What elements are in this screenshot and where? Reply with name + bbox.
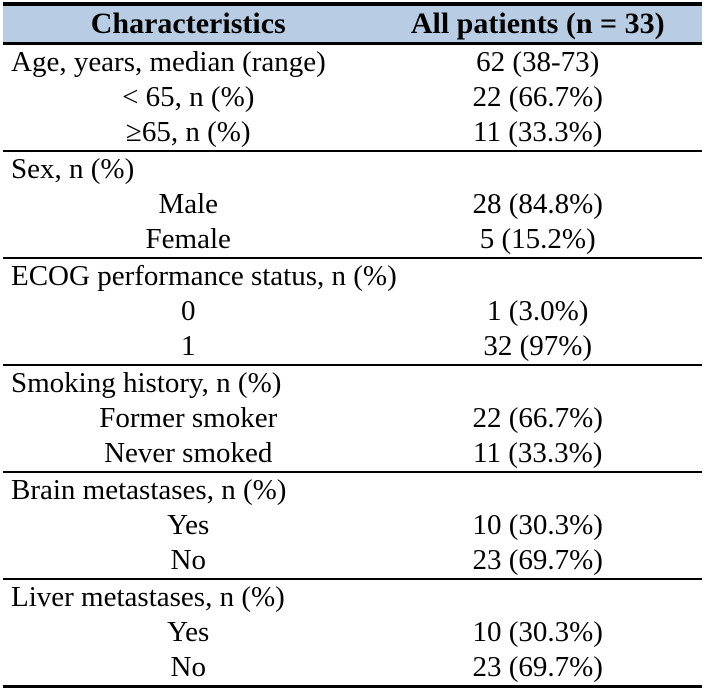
patient-characteristics-table: Characteristics All patients (n = 33) Ag…: [3, 2, 702, 688]
row-label: Female: [145, 223, 231, 255]
table-row-age: Age, years, median (range) 62 (38-73): [3, 44, 702, 81]
table-row-sex-male: Male 28 (84.8%): [3, 187, 702, 222]
row-value: 10 (30.3%): [472, 509, 603, 541]
row-label: Age, years, median (range): [11, 46, 326, 78]
row-label: Male: [158, 188, 219, 220]
row-label: Never smoked: [104, 437, 273, 469]
table-row-ecog-1: 1 32 (97%): [3, 329, 702, 365]
table-row-ecog: ECOG performance status, n (%): [3, 257, 702, 294]
row-value: [373, 578, 702, 615]
row-value: [373, 150, 702, 187]
row-label: Smoking history, n (%): [3, 364, 374, 401]
table-row-smoking: Smoking history, n (%): [3, 364, 702, 401]
row-label: 0: [180, 295, 196, 327]
row-label: 1: [180, 330, 196, 362]
table-row-age-under65: < 65, n (%) 22 (66.7%): [3, 80, 702, 115]
column-header-all-patients: All patients (n = 33): [373, 4, 702, 45]
column-header-characteristics: Characteristics: [3, 4, 374, 45]
row-label: Sex, n (%): [3, 150, 374, 187]
row-label: < 65, n (%): [122, 81, 255, 113]
table-row-age-over65: ≥65, n (%) 11 (33.3%): [3, 115, 702, 151]
table-row-sex-female: Female 5 (15.2%): [3, 222, 702, 258]
row-label: No: [170, 651, 206, 683]
row-label: Yes: [167, 616, 210, 648]
table-row-liver-mets-no: No 23 (69.7%): [3, 650, 702, 687]
row-value: [373, 257, 702, 294]
row-value: 22 (66.7%): [472, 402, 603, 434]
row-label: ECOG performance status, n (%): [3, 257, 397, 294]
row-label: Liver metastases, n (%): [3, 578, 374, 615]
row-value: 62 (38-73): [476, 46, 600, 78]
table-row-smoking-former: Former smoker 22 (66.7%): [3, 401, 702, 436]
row-value: 10 (30.3%): [472, 616, 603, 648]
row-label: Brain metastases, n (%): [3, 471, 374, 508]
row-value: 32 (97%): [483, 330, 593, 362]
row-label: Former smoker: [99, 402, 278, 434]
row-value: 11 (33.3%): [473, 116, 603, 148]
row-value: 28 (84.8%): [472, 188, 603, 220]
table-row-sex: Sex, n (%): [3, 150, 702, 187]
row-value: 23 (69.7%): [472, 544, 603, 576]
table-row-liver-mets-yes: Yes 10 (30.3%): [3, 615, 702, 650]
table-row-liver-mets: Liver metastases, n (%): [3, 578, 702, 615]
table-row-brain-mets: Brain metastases, n (%): [3, 471, 702, 508]
table-row-ecog-0: 0 1 (3.0%): [3, 294, 702, 329]
row-value: 23 (69.7%): [472, 651, 603, 683]
table-header-row: Characteristics All patients (n = 33): [3, 4, 702, 45]
table-row-smoking-never: Never smoked 11 (33.3%): [3, 436, 702, 472]
row-value: 1 (3.0%): [486, 295, 589, 327]
row-label: ≥65, n (%): [125, 116, 251, 148]
row-value: 11 (33.3%): [473, 437, 603, 469]
row-label: No: [170, 544, 206, 576]
row-label: Yes: [167, 509, 210, 541]
row-value: 5 (15.2%): [479, 223, 596, 255]
row-value: [373, 471, 702, 508]
row-value: [373, 364, 702, 401]
table-row-brain-mets-yes: Yes 10 (30.3%): [3, 508, 702, 543]
row-value: 22 (66.7%): [472, 81, 603, 113]
table-row-brain-mets-no: No 23 (69.7%): [3, 543, 702, 579]
